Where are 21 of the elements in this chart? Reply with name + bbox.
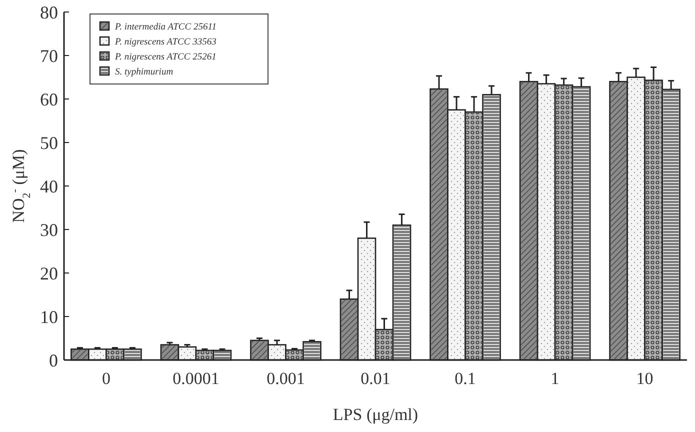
x-tick-label: 1: [550, 369, 560, 388]
y-tick-label: 50: [40, 132, 58, 153]
y-tick-label: 30: [40, 220, 58, 240]
y-tick-label: 70: [40, 46, 58, 66]
x-tick-label: 0: [102, 369, 110, 388]
x-tick-label: 0.1: [454, 369, 476, 388]
legend-label: P. nigrescens ATCC 25261: [114, 52, 216, 62]
x-axis-title: LPS (μg/ml): [332, 405, 418, 424]
y-tick-label: 20: [40, 263, 58, 284]
x-tick-label: 0.0001: [172, 369, 220, 388]
legend-label: P. nigrescens ATCC 33563: [114, 37, 217, 48]
x-tick-label: 0.01: [360, 369, 390, 388]
y-tick-label: 80: [40, 2, 58, 22]
x-tick-label: 0.001: [266, 369, 305, 388]
y-tick-label: 10: [40, 306, 58, 327]
legend-label: P. intermedia ATCC 25611: [114, 22, 217, 32]
y-tick-label: 60: [40, 89, 58, 110]
legend-label: S. typhimurium: [115, 67, 174, 78]
y-tick-label: 40: [40, 176, 58, 196]
x-tick-label: 10: [636, 369, 654, 388]
y-tick-label: 0: [49, 350, 58, 370]
